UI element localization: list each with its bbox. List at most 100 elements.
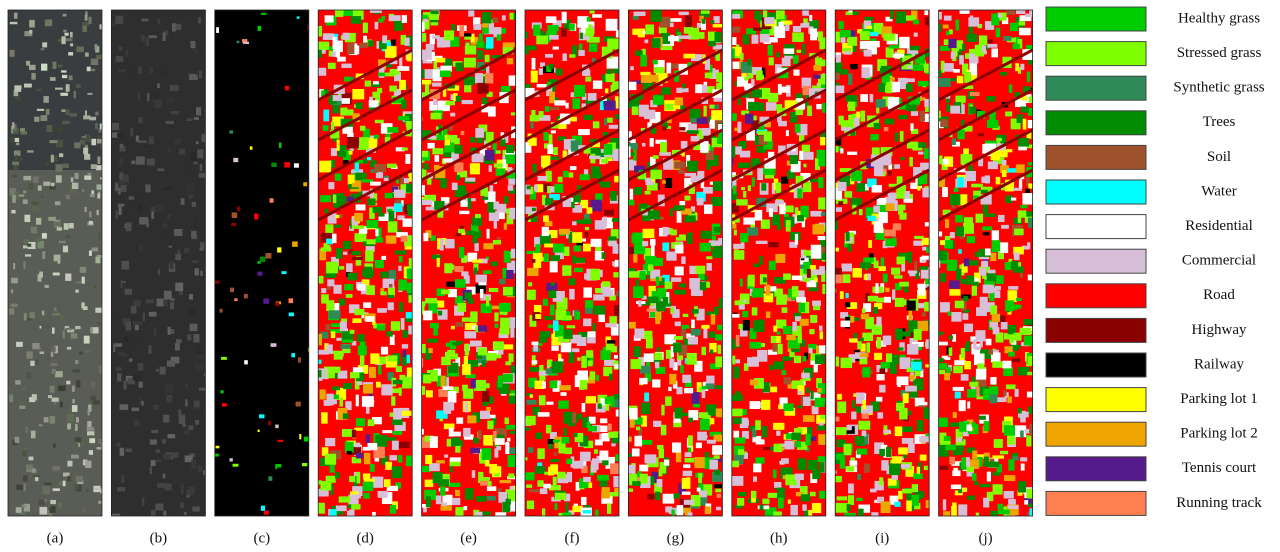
class-block <box>981 261 988 267</box>
class-block <box>474 268 477 275</box>
class-block <box>1008 286 1018 290</box>
class-block <box>676 88 682 93</box>
class-block <box>545 106 549 112</box>
texture <box>17 166 19 168</box>
class-block <box>810 211 822 217</box>
class-block <box>919 266 928 269</box>
class-block <box>352 225 364 228</box>
sample <box>215 454 219 457</box>
class-block <box>778 22 783 26</box>
class-block <box>323 125 329 131</box>
class-block <box>1003 367 1013 376</box>
class-block <box>674 493 680 498</box>
class-block <box>678 170 685 174</box>
texture <box>72 399 75 403</box>
class-block <box>545 316 554 320</box>
class-block <box>751 89 762 97</box>
texture <box>31 227 37 234</box>
class-block <box>612 218 622 222</box>
class-block <box>1017 114 1024 123</box>
class-block <box>753 28 761 31</box>
texture <box>185 384 187 390</box>
class-block <box>455 266 464 272</box>
texture <box>191 460 196 468</box>
class-block <box>944 16 952 21</box>
class-block <box>351 504 360 509</box>
texture <box>12 175 16 177</box>
class-block <box>1016 164 1025 172</box>
texture <box>170 302 174 309</box>
texture <box>72 369 79 372</box>
class-block <box>785 25 789 31</box>
class-block <box>586 28 594 36</box>
class-block <box>452 342 460 345</box>
class-block <box>468 298 474 303</box>
class-block <box>381 256 386 260</box>
class-block <box>917 420 924 431</box>
texture <box>199 388 206 391</box>
class-block <box>815 355 825 364</box>
class-block <box>429 14 439 20</box>
class-block <box>343 413 349 419</box>
class-block <box>509 396 521 404</box>
class-block <box>340 322 347 332</box>
class-block <box>494 312 498 321</box>
class-block <box>1003 390 1006 396</box>
class-block <box>922 312 926 316</box>
class-block <box>954 188 959 192</box>
class-block <box>636 280 640 288</box>
class-block <box>561 28 567 36</box>
texture <box>87 431 94 435</box>
class-block <box>356 453 363 459</box>
class-block <box>573 461 584 469</box>
texture <box>163 473 166 478</box>
class-block <box>576 482 580 491</box>
class-block <box>507 438 510 442</box>
class-block <box>336 248 343 259</box>
class-block <box>838 182 847 191</box>
texture <box>25 514 29 519</box>
class-block <box>800 319 809 326</box>
texture <box>79 238 82 241</box>
class-block <box>425 84 429 92</box>
class-block <box>349 476 355 482</box>
class-block <box>878 266 885 271</box>
class-block <box>705 73 713 79</box>
texture <box>197 149 203 158</box>
class-block <box>552 361 564 373</box>
class-block <box>707 440 716 444</box>
class-block <box>399 256 403 262</box>
class-block <box>510 326 514 337</box>
class-block <box>374 164 386 172</box>
class-block <box>385 73 396 77</box>
class-block <box>326 262 338 274</box>
class-block <box>645 191 651 195</box>
legend-swatch <box>1046 145 1146 169</box>
class-block <box>888 171 892 176</box>
class-block <box>316 480 322 484</box>
legend-label: Highway <box>1192 322 1247 338</box>
class-block <box>841 321 850 328</box>
class-block <box>961 348 965 358</box>
class-block <box>885 119 895 125</box>
class-block <box>645 256 656 264</box>
class-block <box>343 383 352 389</box>
class-block <box>914 329 922 340</box>
class-block <box>798 333 802 343</box>
class-block <box>876 374 884 380</box>
class-block <box>898 447 908 454</box>
class-block <box>751 491 756 499</box>
class-block <box>918 81 929 86</box>
class-block <box>327 279 334 286</box>
class-block <box>926 500 929 508</box>
class-block <box>710 20 714 23</box>
class-block <box>447 350 455 357</box>
texture <box>39 272 43 278</box>
legend-label: Soil <box>1207 149 1231 165</box>
class-block <box>917 402 927 405</box>
class-block <box>1002 361 1011 369</box>
class-block <box>881 460 888 470</box>
class-block <box>837 394 842 400</box>
class-block <box>716 408 727 417</box>
class-block <box>443 158 452 162</box>
